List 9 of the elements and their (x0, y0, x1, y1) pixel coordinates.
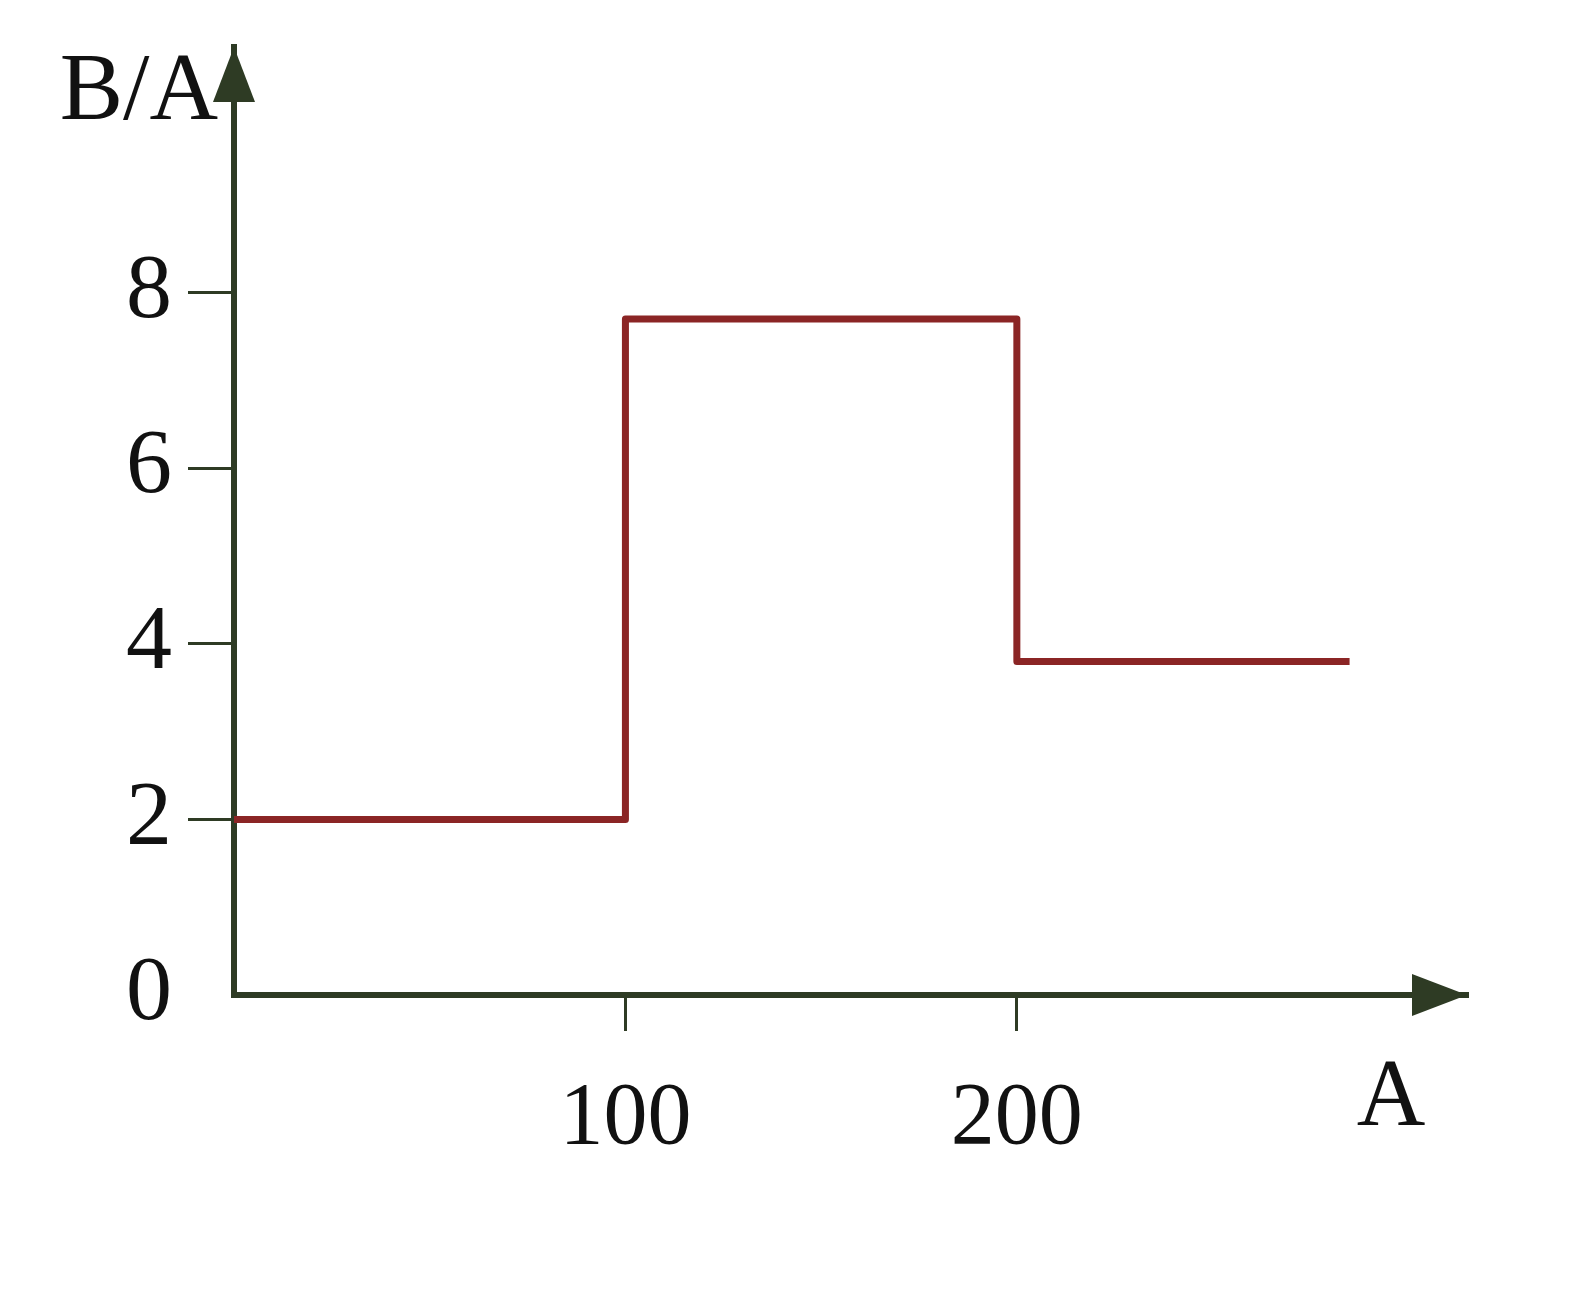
x-tick-label: 100 (559, 1064, 692, 1162)
x-tick-label: 200 (950, 1064, 1083, 1162)
y-tick-label: 8 (126, 234, 172, 337)
y-tick-label: 0 (126, 937, 172, 1040)
y-tick-label: 2 (126, 761, 172, 864)
y-tick-label: 4 (126, 586, 172, 689)
y-axis-title: B/A (59, 34, 218, 140)
x-axis-title: A (1356, 1040, 1426, 1146)
y-tick-label: 6 (126, 410, 172, 513)
